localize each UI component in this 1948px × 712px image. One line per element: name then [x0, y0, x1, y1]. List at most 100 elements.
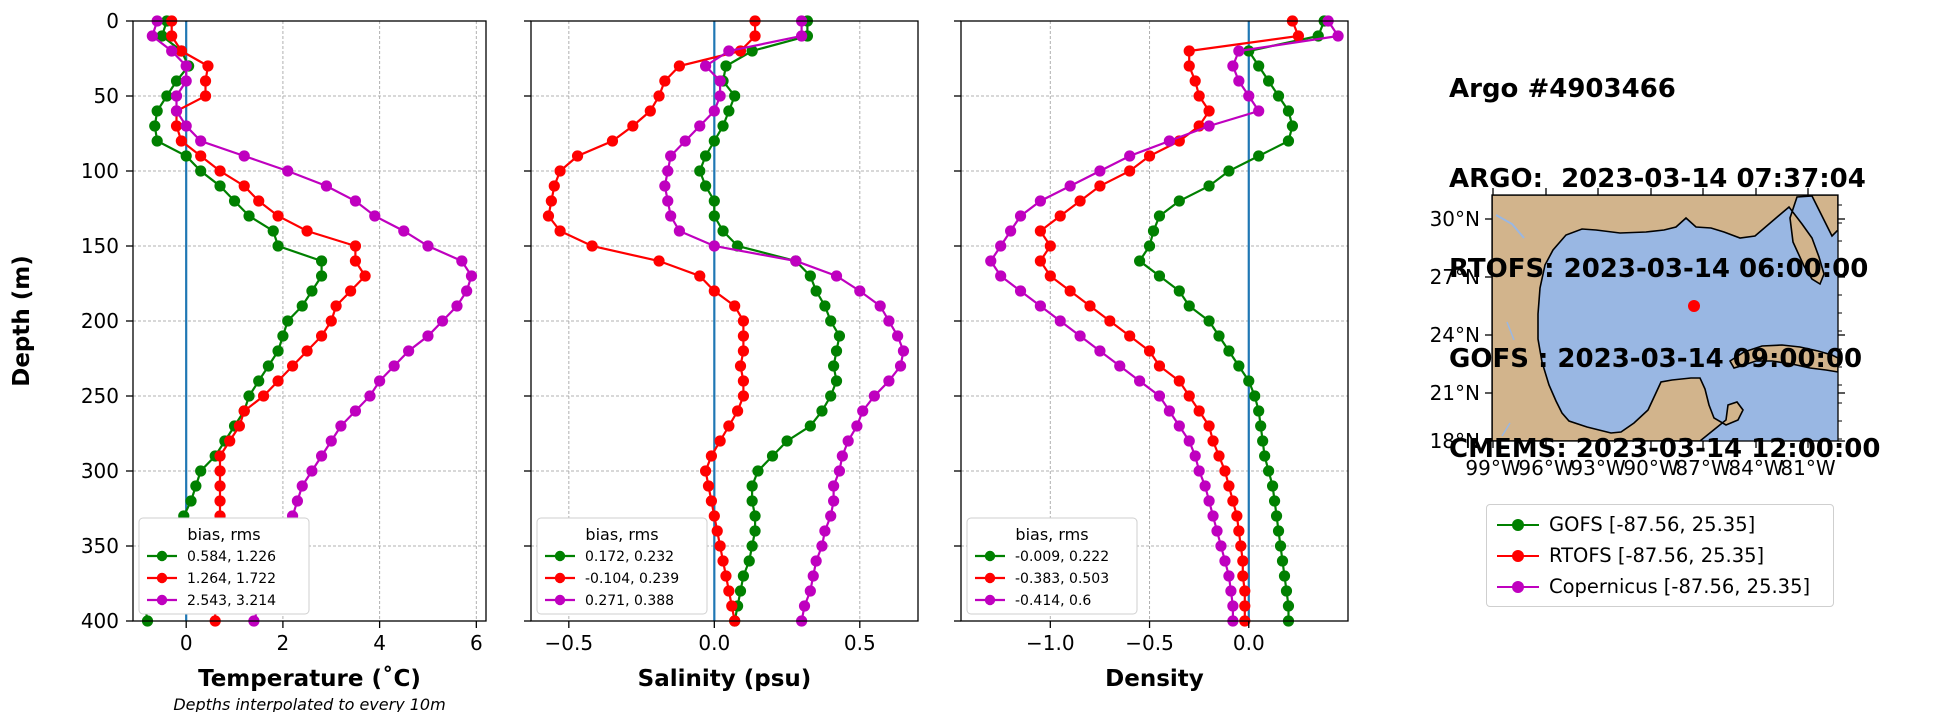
data-point-copernicus: [1227, 600, 1239, 612]
us-gulf-coast: [1492, 195, 1838, 441]
bias-rms-legend: bias, rms -0.009, 0.222 -0.383, 0.503 -0.41…: [966, 517, 1138, 615]
data-point-rtofs: [1219, 465, 1231, 477]
data-point-rtofs: [224, 435, 236, 447]
map-lon-labels: 99°W96°W93°W90°W87°W84°W81°W: [1465, 188, 1842, 480]
data-point-copernicus: [810, 555, 822, 567]
data-point-gofs: [781, 435, 793, 447]
data-point-rtofs: [731, 405, 744, 417]
y-axis-label: Depth (m): [9, 255, 35, 387]
data-point-rtofs: [1237, 555, 1249, 567]
data-point-copernicus: [1227, 60, 1239, 72]
data-point-rtofs: [1183, 60, 1195, 72]
data-point-copernicus: [291, 495, 304, 507]
data-point-gofs: [819, 300, 831, 312]
legend-entry-copernicus: -0.414, 0.6: [1015, 593, 1091, 609]
data-point-copernicus: [436, 315, 449, 327]
data-point-rtofs: [272, 375, 284, 387]
data-point-gofs: [734, 585, 747, 597]
data-point-gofs: [717, 225, 729, 237]
data-point-rtofs: [195, 150, 207, 162]
data-point-copernicus: [465, 270, 478, 282]
data-point-rtofs: [233, 420, 245, 432]
data-point-rtofs: [1223, 480, 1235, 492]
data-point-rtofs: [349, 240, 362, 252]
data-point-rtofs: [644, 105, 656, 117]
data-point-copernicus: [451, 300, 463, 312]
data-point-rtofs: [1189, 75, 1201, 87]
data-point-gofs: [306, 285, 318, 297]
data-point-gofs: [243, 210, 255, 222]
bias-rms-legend: bias, rms 0.172, 0.232 -0.104, 0.239 0.271,…: [536, 517, 708, 615]
data-point-rtofs: [1231, 510, 1243, 522]
data-point-copernicus: [662, 165, 674, 177]
data-point-gofs: [228, 195, 241, 207]
data-point-gofs: [766, 450, 779, 462]
data-point-gofs: [810, 285, 822, 297]
data-point-gofs: [1259, 450, 1271, 462]
data-point-rtofs: [720, 570, 732, 582]
data-point-rtofs: [315, 330, 328, 342]
data-point-copernicus: [180, 60, 192, 72]
data-point-gofs: [1153, 210, 1166, 222]
data-point-rtofs: [359, 270, 371, 282]
data-point-copernicus: [320, 180, 333, 192]
data-point-copernicus: [723, 45, 735, 57]
data-point-rtofs: [214, 480, 226, 492]
data-point-copernicus: [422, 240, 434, 252]
data-point-copernicus: [349, 405, 362, 417]
map-land: [1492, 195, 1838, 441]
data-point-rtofs: [1044, 270, 1056, 282]
data-point-copernicus: [1199, 480, 1211, 492]
data-point-gofs: [1274, 540, 1287, 552]
data-point-rtofs: [330, 300, 342, 312]
data-point-rtofs: [714, 540, 726, 552]
data-point-gofs: [253, 375, 265, 387]
data-point-rtofs: [699, 465, 712, 477]
data-point-gofs: [816, 405, 828, 417]
data-point-gofs: [723, 105, 735, 117]
data-point-rtofs: [1235, 540, 1247, 552]
data-point-copernicus: [1134, 375, 1146, 387]
data-point-copernicus: [180, 75, 192, 87]
figure-title: Argo #4903466 ARGO: 2023-03-14 07:37:04 …: [1449, 14, 1880, 494]
data-point-rtofs: [199, 75, 212, 87]
data-point-copernicus: [238, 150, 250, 162]
map-lat-label: 30°N: [1430, 207, 1480, 231]
data-point-rtofs: [286, 360, 299, 372]
data-point-gofs: [1143, 240, 1156, 252]
data-point-rtofs: [1044, 240, 1056, 252]
data-point-rtofs: [545, 195, 557, 207]
data-point-copernicus: [1124, 150, 1136, 162]
data-point-copernicus: [995, 270, 1007, 282]
data-point-copernicus: [1219, 555, 1231, 567]
data-point-rtofs: [708, 285, 720, 297]
data-point-copernicus: [1034, 195, 1046, 207]
data-point-gofs: [1282, 135, 1295, 147]
data-point-copernicus: [1211, 525, 1223, 537]
data-point-rtofs: [1227, 495, 1239, 507]
data-point-gofs: [1278, 570, 1291, 582]
data-point-gofs: [1253, 405, 1265, 417]
data-point-rtofs: [1034, 255, 1046, 267]
data-point-gofs: [1243, 375, 1255, 387]
data-point-gofs: [1280, 585, 1293, 597]
legend-label-gofs: GOFS [-87.56, 25.35]: [1549, 513, 1756, 536]
data-point-copernicus: [868, 390, 880, 402]
data-point-gofs: [699, 180, 712, 192]
title-argo-time: ARGO: 2023-03-14 07:37:04: [1449, 164, 1866, 194]
data-point-copernicus: [807, 570, 819, 582]
data-point-gofs: [825, 315, 837, 327]
data-point-gofs: [1183, 300, 1195, 312]
data-point-gofs: [1213, 330, 1225, 342]
data-point-copernicus: [1253, 105, 1265, 117]
x-tick-label: 0.5: [844, 631, 876, 655]
map-lat-labels: 30°N 27°N 24°N 21°N 18°N: [1430, 207, 1845, 453]
data-point-copernicus: [659, 180, 671, 192]
map-lon-label: 96°W: [1518, 456, 1573, 480]
data-point-gofs: [1282, 105, 1295, 117]
data-point-rtofs: [711, 525, 723, 537]
data-point-rtofs: [726, 600, 738, 612]
data-point-rtofs: [708, 510, 720, 522]
y-tick-label: 50: [94, 84, 119, 108]
data-point-gofs: [1233, 360, 1245, 372]
